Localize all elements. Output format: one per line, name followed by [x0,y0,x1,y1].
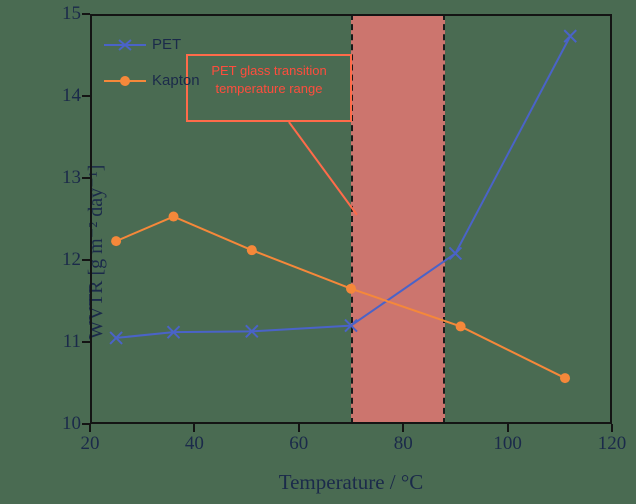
x-tick-label: 60 [289,433,309,454]
data-point-kapton [455,321,466,332]
x-tick-label: 120 [597,433,627,454]
x-tick [297,424,300,432]
x-tick [506,424,509,432]
x-tick-label: 100 [493,433,522,454]
glass-transition-band [351,14,445,424]
data-point-pet [109,331,123,345]
x-tick-label: 20 [80,433,100,454]
data-point-kapton [168,211,179,222]
y-tick-label: 11 [62,331,81,352]
legend-label-pet: PET [152,36,182,53]
data-series-layer [109,29,577,384]
y-tick-label: 15 [62,3,81,24]
x-tick [611,424,613,432]
data-point-pet [448,246,463,261]
y-tick [82,177,90,179]
annotation-box: PET glass transition temperature range [186,54,352,122]
series-line-pet [116,35,572,339]
legend-item-pet[interactable]: PET [104,36,181,53]
data-point-kapton [560,373,571,384]
annotation-leader-layer [288,121,358,216]
y-tick [82,423,90,425]
data-point-pet [563,29,577,43]
legend-item-kapton[interactable]: Kapton [104,72,200,89]
annotation-leader-line [288,121,358,216]
x-tick [193,424,196,432]
x-axis-title: Temperature / °C [278,470,424,494]
y-tick [82,13,90,15]
legend-label-kapton: Kapton [152,72,200,89]
plot-area: 10 11 12 13 14 15 20 40 60 80 100 120 PET glass tr… [62,3,626,454]
y-tick [82,259,90,261]
series-line-kapton [115,215,566,379]
x-marker-icon [118,38,132,51]
x-tick [402,424,405,432]
legend-swatch-pet [104,38,146,52]
x-tick-label: 80 [393,433,413,454]
y-tick-label: 10 [62,413,81,434]
circle-marker-icon [120,75,130,86]
data-point-pet [344,318,358,333]
y-tick [82,95,90,97]
data-point-kapton [111,236,122,247]
axes-frame [90,14,612,424]
data-point-pet [166,325,181,339]
y-tick-label: 13 [62,167,81,188]
data-point-kapton [346,283,356,294]
annotation-line-2: temperature range [215,80,323,96]
y-tick-label: 12 [62,249,81,270]
x-tick [89,424,91,432]
legend-swatch-kapton [104,74,146,88]
data-point-pet [245,324,259,339]
x-tick-label: 40 [184,433,204,454]
annotation-line-1: PET glass transition [211,63,327,78]
y-tick [82,341,90,343]
data-point-kapton [246,245,257,256]
y-tick-label: 14 [62,85,81,106]
